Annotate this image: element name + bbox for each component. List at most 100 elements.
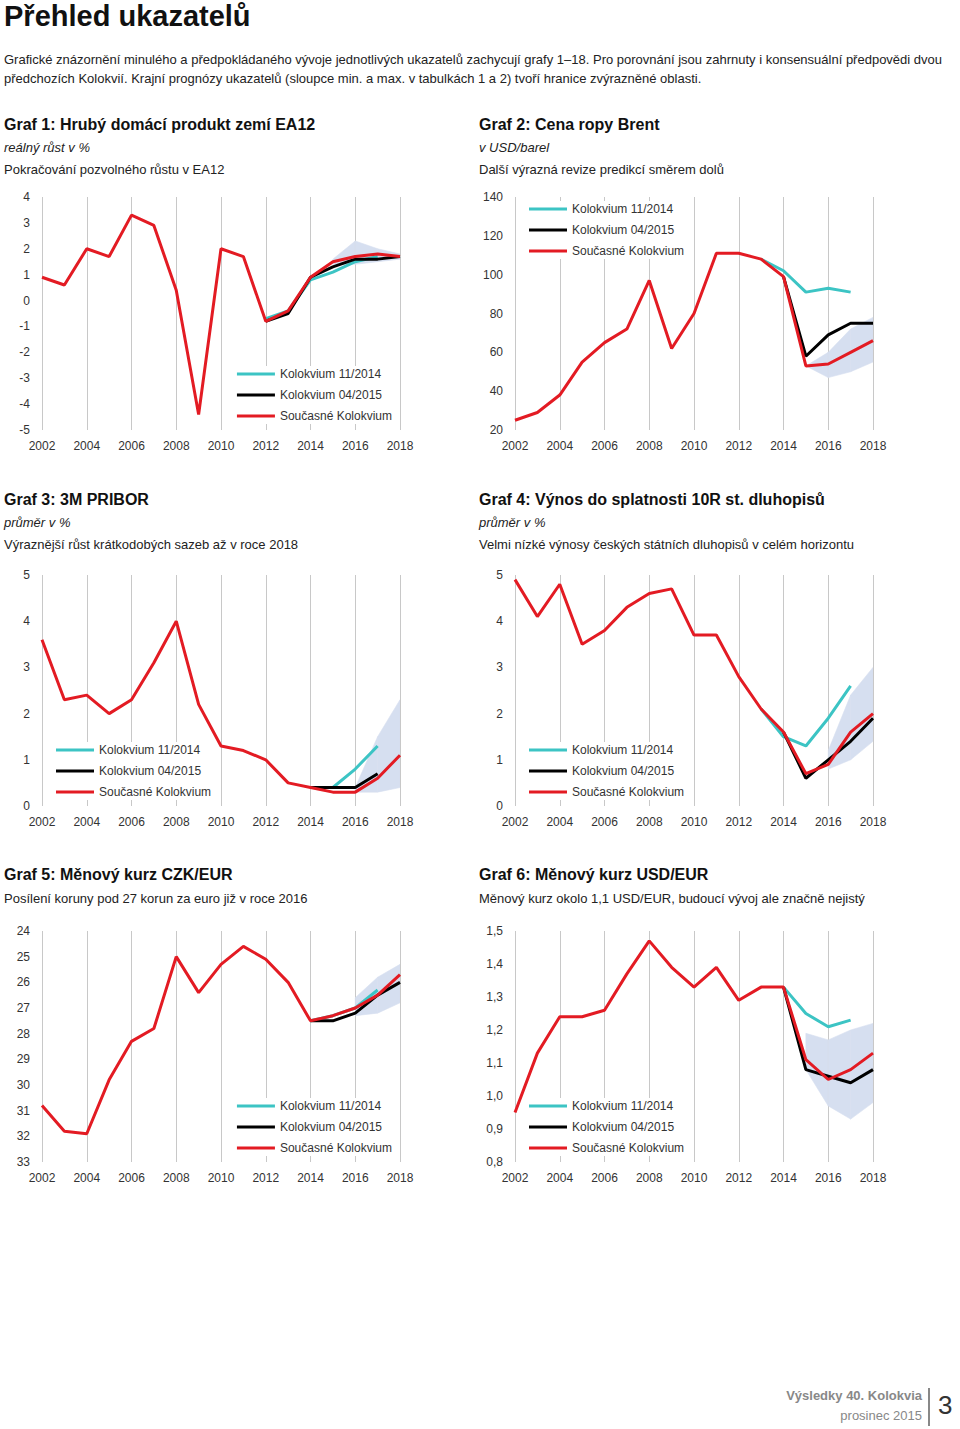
svg-text:26: 26: [17, 975, 31, 989]
svg-text:2004: 2004: [73, 815, 100, 829]
svg-text:2010: 2010: [681, 1171, 708, 1185]
svg-text:60: 60: [490, 345, 504, 359]
svg-text:2002: 2002: [502, 439, 529, 453]
svg-text:28: 28: [17, 1027, 31, 1041]
svg-text:3: 3: [496, 660, 503, 674]
svg-text:2016: 2016: [342, 439, 369, 453]
svg-text:120: 120: [483, 229, 503, 243]
svg-text:2012: 2012: [725, 815, 752, 829]
svg-text:4: 4: [23, 190, 30, 204]
svg-text:2002: 2002: [502, 815, 529, 829]
svg-text:2012: 2012: [725, 439, 752, 453]
svg-text:2016: 2016: [815, 815, 842, 829]
svg-text:1: 1: [496, 753, 503, 767]
svg-text:Kolokvium 11/2014: Kolokvium 11/2014: [572, 743, 674, 757]
svg-text:24: 24: [17, 924, 31, 938]
svg-text:2008: 2008: [636, 815, 663, 829]
svg-text:Současné Kolokvium: Současné Kolokvium: [572, 1141, 684, 1155]
svg-text:Kolokvium 04/2015: Kolokvium 04/2015: [572, 223, 674, 237]
svg-text:2008: 2008: [163, 1171, 190, 1185]
svg-text:Kolokvium 04/2015: Kolokvium 04/2015: [572, 1120, 674, 1134]
svg-text:31: 31: [17, 1104, 31, 1118]
svg-text:2018: 2018: [860, 439, 887, 453]
svg-text:2002: 2002: [29, 815, 56, 829]
svg-text:-2: -2: [19, 345, 30, 359]
svg-text:0: 0: [496, 799, 503, 813]
svg-text:1,4: 1,4: [486, 957, 503, 971]
svg-text:-4: -4: [19, 397, 30, 411]
svg-text:2010: 2010: [681, 815, 708, 829]
svg-text:3: 3: [23, 660, 30, 674]
svg-text:2014: 2014: [770, 815, 797, 829]
svg-text:1,3: 1,3: [486, 990, 503, 1004]
svg-text:2016: 2016: [342, 1171, 369, 1185]
svg-text:2006: 2006: [591, 815, 618, 829]
svg-text:2014: 2014: [297, 439, 324, 453]
svg-text:2012: 2012: [252, 815, 279, 829]
svg-text:4: 4: [496, 614, 503, 628]
svg-text:0: 0: [23, 799, 30, 813]
svg-text:-1: -1: [19, 319, 30, 333]
svg-text:Kolokvium 11/2014: Kolokvium 11/2014: [572, 1099, 674, 1113]
svg-text:29: 29: [17, 1052, 31, 1066]
svg-text:2008: 2008: [636, 439, 663, 453]
svg-text:2: 2: [23, 707, 30, 721]
svg-text:1,1: 1,1: [486, 1056, 503, 1070]
svg-text:1: 1: [23, 268, 30, 282]
svg-text:100: 100: [483, 268, 503, 282]
svg-text:2004: 2004: [73, 1171, 100, 1185]
svg-text:0: 0: [23, 294, 30, 308]
svg-text:Současné Kolokvium: Současné Kolokvium: [99, 785, 211, 799]
svg-text:40: 40: [490, 384, 504, 398]
svg-text:30: 30: [17, 1078, 31, 1092]
svg-text:2004: 2004: [546, 439, 573, 453]
svg-text:2006: 2006: [118, 815, 145, 829]
svg-text:1,0: 1,0: [486, 1089, 503, 1103]
svg-text:2016: 2016: [815, 439, 842, 453]
svg-text:27: 27: [17, 1001, 31, 1015]
svg-text:33: 33: [17, 1155, 31, 1169]
svg-text:2002: 2002: [502, 1171, 529, 1185]
svg-text:2012: 2012: [252, 1171, 279, 1185]
svg-text:2016: 2016: [815, 1171, 842, 1185]
svg-text:2: 2: [23, 242, 30, 256]
svg-text:2014: 2014: [770, 439, 797, 453]
svg-text:2006: 2006: [118, 1171, 145, 1185]
svg-text:Kolokvium 04/2015: Kolokvium 04/2015: [99, 764, 201, 778]
svg-text:2006: 2006: [591, 1171, 618, 1185]
svg-text:Kolokvium 04/2015: Kolokvium 04/2015: [280, 1120, 382, 1134]
svg-text:Kolokvium 11/2014: Kolokvium 11/2014: [572, 202, 674, 216]
svg-text:3: 3: [23, 216, 30, 230]
svg-text:0,9: 0,9: [486, 1122, 503, 1136]
svg-text:-5: -5: [19, 423, 30, 437]
svg-text:2012: 2012: [725, 1171, 752, 1185]
svg-text:2012: 2012: [252, 439, 279, 453]
svg-text:2002: 2002: [29, 1171, 56, 1185]
svg-text:Současné Kolokvium: Současné Kolokvium: [572, 244, 684, 258]
svg-text:2002: 2002: [29, 439, 56, 453]
svg-text:2006: 2006: [591, 439, 618, 453]
svg-text:2008: 2008: [163, 439, 190, 453]
svg-text:1,2: 1,2: [486, 1023, 503, 1037]
svg-text:2010: 2010: [208, 815, 235, 829]
svg-text:1: 1: [23, 753, 30, 767]
svg-text:Kolokvium 04/2015: Kolokvium 04/2015: [280, 388, 382, 402]
svg-text:Kolokvium 04/2015: Kolokvium 04/2015: [572, 764, 674, 778]
svg-text:Kolokvium 11/2014: Kolokvium 11/2014: [280, 367, 382, 381]
svg-text:2010: 2010: [208, 439, 235, 453]
svg-text:2018: 2018: [387, 439, 414, 453]
svg-text:5: 5: [23, 568, 30, 582]
svg-text:2010: 2010: [681, 439, 708, 453]
svg-text:-3: -3: [19, 371, 30, 385]
svg-text:2004: 2004: [546, 1171, 573, 1185]
svg-text:2004: 2004: [73, 439, 100, 453]
svg-text:2008: 2008: [163, 815, 190, 829]
svg-text:Současné Kolokvium: Současné Kolokvium: [280, 409, 392, 423]
svg-text:32: 32: [17, 1129, 31, 1143]
svg-text:2018: 2018: [387, 815, 414, 829]
svg-text:Kolokvium 11/2014: Kolokvium 11/2014: [280, 1099, 382, 1113]
svg-text:140: 140: [483, 190, 503, 204]
svg-text:80: 80: [490, 307, 504, 321]
svg-text:4: 4: [23, 614, 30, 628]
svg-text:2016: 2016: [342, 815, 369, 829]
